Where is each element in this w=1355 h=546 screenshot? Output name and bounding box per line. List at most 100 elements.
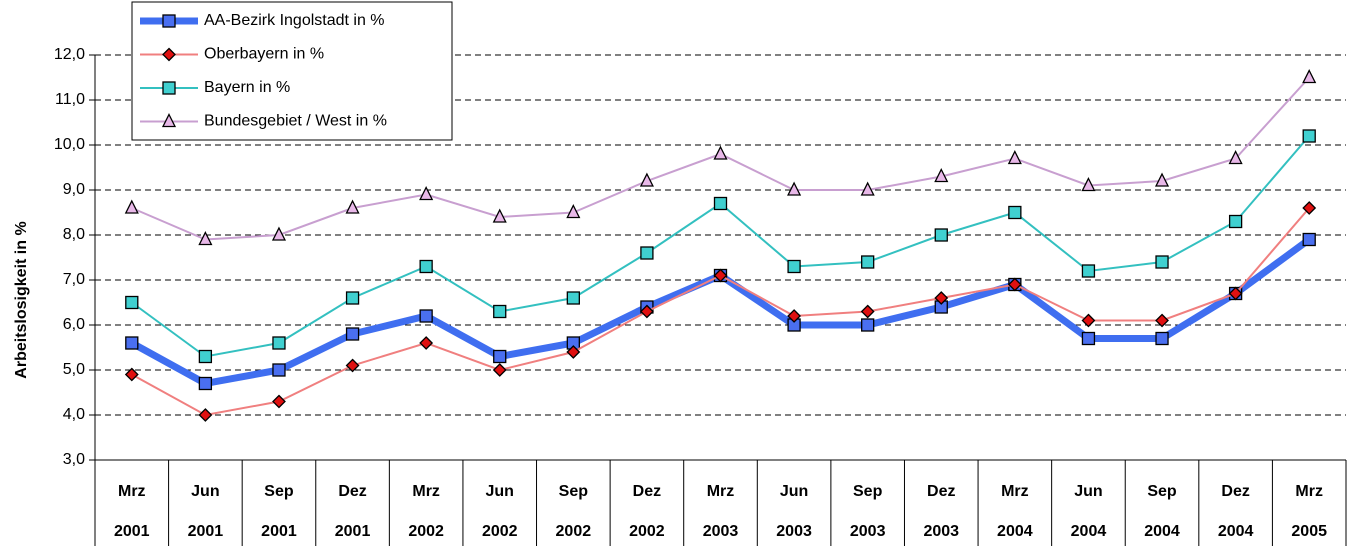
point xyxy=(345,358,360,373)
x-tick-label: Mrz xyxy=(1001,483,1029,500)
point xyxy=(860,181,875,196)
point xyxy=(1081,331,1096,346)
point xyxy=(125,295,139,310)
point xyxy=(492,208,507,223)
point xyxy=(272,363,286,377)
x-tick-label: Mrz xyxy=(412,483,440,500)
x-tick-label: 2002 xyxy=(408,523,444,540)
point xyxy=(713,268,728,283)
x-tick-label: Jun xyxy=(780,483,808,500)
point xyxy=(493,349,507,364)
x-tick-label: Dez xyxy=(1221,483,1249,500)
point xyxy=(1228,150,1243,165)
y-tick-label: 8,0 xyxy=(63,226,85,243)
point xyxy=(1008,205,1022,220)
y-tick-label: 11,0 xyxy=(55,91,85,108)
point xyxy=(787,181,802,196)
x-tick-label: 2004 xyxy=(997,523,1033,540)
point xyxy=(640,246,654,260)
x-tick-label: Jun xyxy=(486,483,514,500)
point xyxy=(1154,172,1170,187)
y-tick-label: 5,0 xyxy=(63,361,85,378)
point xyxy=(787,309,802,323)
x-tick-label: 2003 xyxy=(923,523,959,540)
x-tick-label: Jun xyxy=(191,483,219,500)
y-tick-label: 6,0 xyxy=(63,316,85,333)
point xyxy=(492,363,507,377)
point xyxy=(271,226,287,241)
point xyxy=(345,199,360,214)
x-tick-label: 2002 xyxy=(629,523,665,540)
point xyxy=(1155,331,1169,346)
x-tick-label: Sep xyxy=(1147,483,1177,500)
point xyxy=(934,168,949,183)
point xyxy=(1302,69,1317,84)
y-axis-label: Arbeitslosigkeit in % xyxy=(13,221,30,378)
point xyxy=(1081,264,1096,278)
x-tick-label: 2005 xyxy=(1291,523,1327,540)
point xyxy=(1228,286,1243,301)
x-tick-label: 2003 xyxy=(776,523,812,540)
series-line xyxy=(131,207,1310,417)
x-tick-label: 2001 xyxy=(261,523,297,540)
y-tick-label: 4,0 xyxy=(63,406,85,423)
point xyxy=(860,304,875,319)
point xyxy=(345,327,360,341)
point xyxy=(124,367,139,382)
x-tick-label: Mrz xyxy=(1295,483,1323,500)
x-tick-label: 2001 xyxy=(335,523,371,540)
x-tick-label: 2001 xyxy=(188,523,224,540)
point xyxy=(1155,313,1169,328)
series-line xyxy=(131,135,1310,358)
point xyxy=(272,336,286,350)
point xyxy=(1081,177,1096,192)
point xyxy=(419,186,434,201)
point xyxy=(198,231,213,246)
legend-label: Bundesgebiet / West in % xyxy=(204,113,387,130)
x-tick-label: 2004 xyxy=(1144,523,1180,540)
point xyxy=(934,291,949,305)
point xyxy=(124,199,139,214)
point xyxy=(713,196,728,211)
x-tick-label: 2002 xyxy=(556,523,592,540)
point xyxy=(1155,255,1169,269)
y-tick-label: 3,0 xyxy=(63,451,85,468)
point xyxy=(1302,129,1316,143)
point xyxy=(566,204,581,219)
y-tick-label: 7,0 xyxy=(63,271,85,288)
legend-marker xyxy=(162,14,176,28)
series-line xyxy=(130,236,1312,388)
point xyxy=(1228,214,1243,229)
point xyxy=(861,318,875,332)
x-tick-label: 2003 xyxy=(703,523,739,540)
x-tick-label: Sep xyxy=(559,483,589,500)
x-tick-label: Dez xyxy=(927,483,955,500)
y-tick-label: 12,0 xyxy=(54,46,85,63)
point xyxy=(198,408,213,422)
x-tick-label: 2004 xyxy=(1071,523,1107,540)
legend-marker xyxy=(162,47,176,62)
point xyxy=(419,336,434,350)
point xyxy=(639,304,654,319)
x-tick-label: Jun xyxy=(1074,483,1102,500)
point xyxy=(787,259,801,274)
point xyxy=(272,394,286,409)
point xyxy=(125,336,139,350)
x-tick-label: Sep xyxy=(264,483,294,500)
point xyxy=(1302,232,1316,247)
point xyxy=(198,376,213,391)
point xyxy=(493,304,507,319)
x-tick-label: 2002 xyxy=(482,523,518,540)
y-tick-label: 10,0 xyxy=(54,136,85,153)
legend-label: AA-Bezirk Ingolstadt in % xyxy=(204,12,385,29)
x-tick-label: Mrz xyxy=(118,483,146,500)
point xyxy=(639,172,654,187)
point xyxy=(1081,313,1096,328)
x-tick-label: Dez xyxy=(633,483,661,500)
point xyxy=(861,255,875,269)
point xyxy=(713,145,728,160)
x-tick-label: Sep xyxy=(853,483,883,500)
point xyxy=(419,259,433,274)
point xyxy=(934,228,948,242)
